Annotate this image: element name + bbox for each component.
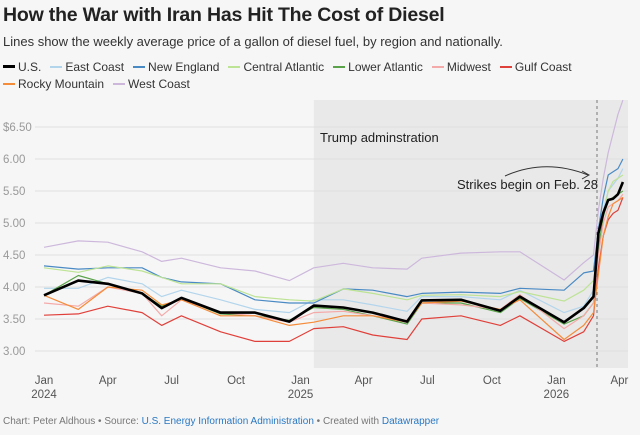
shaded-region-label: Trump adminstration	[320, 130, 439, 145]
x-tick-label: Oct	[483, 375, 502, 387]
y-tick-label: 4.50	[3, 250, 25, 262]
y-tick-label: 3.00	[3, 346, 25, 358]
x-tick-label: Jul	[164, 375, 179, 387]
legend-item: Central Atlantic	[228, 59, 324, 76]
legend-label: West Coast	[128, 77, 190, 91]
legend-label: East Coast	[65, 60, 125, 74]
shaded-administration-region	[313, 100, 628, 368]
y-tick-label: 4.00	[3, 282, 25, 294]
legend-label: Gulf Coast	[514, 60, 572, 74]
y-tick-label: 6.00	[3, 154, 25, 166]
source-link[interactable]: U.S. Energy Information Administration	[141, 416, 314, 427]
x-tick-year: 2026	[544, 389, 570, 401]
legend-swatch-icon	[333, 65, 346, 68]
legend-label: U.S.	[18, 60, 42, 74]
legend-swatch-icon	[228, 65, 241, 68]
legend-label: Central Atlantic	[243, 60, 325, 74]
y-tick-label: 5.50	[3, 186, 25, 198]
x-tick-label: Jul	[420, 375, 435, 387]
legend-swatch-icon	[3, 82, 15, 85]
legend-swatch-icon	[3, 65, 15, 69]
legend-item: Gulf Coast	[499, 59, 572, 76]
legend-item: U.S.	[3, 59, 41, 76]
y-tick-label: $6.50	[3, 122, 32, 134]
legend-swatch-icon	[499, 65, 512, 68]
legend: U.S. East Coast New England Central Atlanti…	[3, 59, 633, 93]
annotation-arrow	[504, 166, 589, 177]
legend-swatch-icon	[133, 65, 146, 68]
series-line-u-s	[43, 181, 625, 324]
event-annotation: Strikes begin on Feb. 28	[457, 177, 598, 192]
footer-created: • Created with	[313, 416, 382, 427]
legend-swatch-icon	[50, 65, 63, 68]
x-tick-year: 2025	[288, 389, 314, 401]
x-tick-label: Jan	[291, 375, 310, 387]
legend-label: Lower Atlantic	[348, 60, 423, 74]
arrow-head-icon	[581, 170, 591, 180]
legend-item: East Coast	[50, 59, 124, 76]
chart-subtitle: Lines show the weekly average price of a…	[3, 34, 503, 49]
legend-swatch-icon	[113, 82, 126, 85]
x-tick-label: Apr	[355, 375, 373, 387]
legend-label: Midwest	[446, 60, 491, 74]
y-tick-label: 3.50	[3, 314, 25, 326]
x-tick-label: Jan	[35, 375, 54, 387]
chart-title: How the War with Iran Has Hit The Cost o…	[3, 4, 445, 26]
legend-label: Rocky Mountain	[18, 77, 105, 91]
legend-item: Rocky Mountain	[3, 76, 104, 93]
footer-credit: Chart: Peter Aldhous • Source:	[3, 416, 142, 427]
legend-swatch-icon	[431, 65, 444, 68]
legend-label: New England	[148, 60, 220, 74]
datawrapper-link[interactable]: Datawrapper	[381, 416, 440, 427]
legend-item: Lower Atlantic	[333, 59, 423, 76]
legend-item: New England	[133, 59, 219, 76]
footer: Chart: Peter Aldhous • Source: U.S. Ener…	[3, 416, 439, 427]
legend-item: Midwest	[431, 59, 491, 76]
x-tick-year: 2024	[31, 389, 57, 401]
x-tick-label: Apr	[610, 375, 628, 387]
legend-item: West Coast	[113, 76, 190, 93]
y-tick-label: 5.00	[3, 218, 25, 230]
x-tick-label: Jan	[547, 375, 566, 387]
series-line-west-coast	[43, 100, 624, 282]
x-tick-label: Oct	[227, 375, 246, 387]
x-tick-label: Apr	[99, 375, 117, 387]
